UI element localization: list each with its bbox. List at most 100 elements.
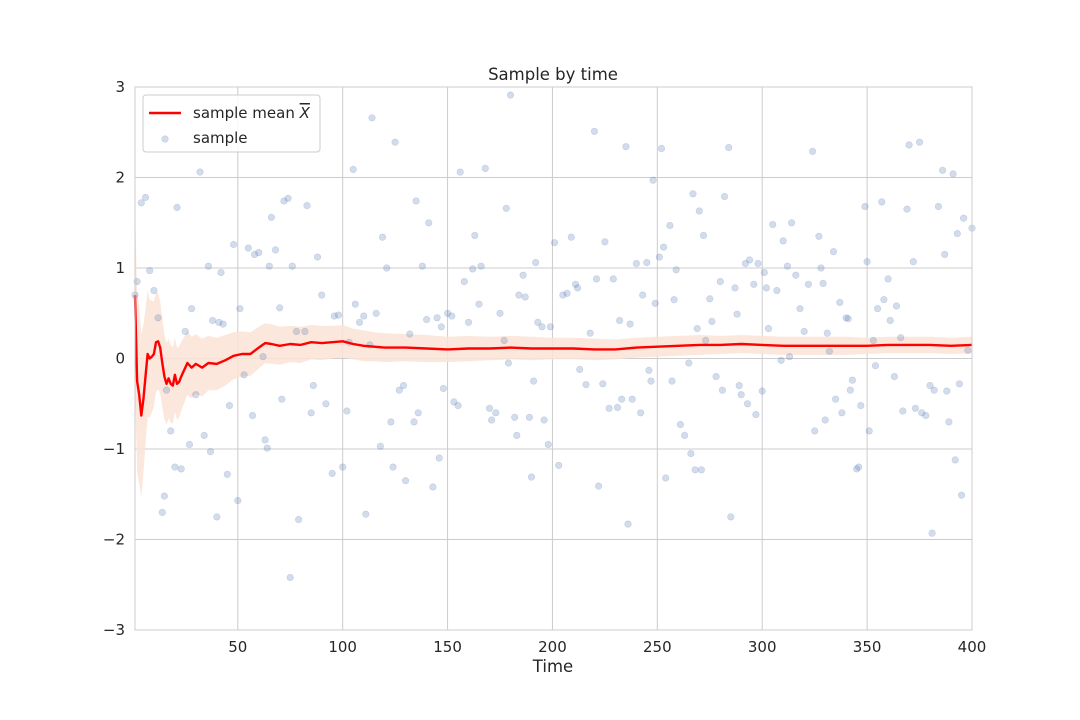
sample-point [618, 395, 626, 403]
sample-point [292, 327, 301, 336]
sample-point [934, 202, 943, 211]
legend-sample-label: sample [193, 129, 248, 147]
sample-point [402, 477, 410, 485]
sample-point [915, 138, 924, 146]
sample-point [146, 267, 154, 275]
sample-point [511, 413, 519, 421]
sample-point [158, 508, 166, 517]
sample-point [676, 421, 685, 429]
sample-point [469, 265, 477, 273]
sample-point [855, 463, 863, 471]
sample-point [718, 386, 727, 394]
sample-point [615, 316, 624, 325]
x-tick-label: 150 [433, 638, 462, 656]
sample-point [288, 262, 296, 270]
sample-point [928, 529, 936, 537]
sample-point [450, 398, 458, 406]
sample-point [930, 386, 938, 394]
sample-point [399, 382, 408, 390]
sample-point [492, 409, 500, 417]
sample-point [571, 280, 580, 288]
sample-point [391, 138, 399, 146]
sample-point [964, 346, 972, 355]
sample-point [362, 510, 370, 518]
legend-box [142, 94, 321, 153]
sample-point [815, 232, 823, 240]
sample-point [938, 166, 947, 174]
sample-point [567, 233, 575, 241]
sample-point [519, 271, 527, 279]
sample-point [475, 300, 483, 308]
sample-point [204, 262, 212, 270]
sample-point [865, 427, 873, 435]
sample-point [255, 249, 263, 257]
sample-point [716, 278, 724, 286]
sample-point [752, 411, 760, 419]
x-tick-label: 400 [958, 638, 987, 656]
sample-point [286, 573, 294, 582]
sample-point [769, 221, 777, 229]
sample-point [785, 353, 794, 361]
sample-point [215, 318, 223, 326]
sample-point [429, 483, 437, 491]
sample-point [741, 259, 750, 268]
sample-point [378, 233, 387, 241]
sample-point [529, 377, 538, 385]
sample-point [546, 323, 555, 331]
legend-mean-label: sample mean X [193, 104, 311, 122]
sample-point [601, 238, 609, 246]
sample-point [240, 371, 248, 379]
sample-point [387, 418, 395, 426]
sample-point [699, 231, 708, 239]
sample-point [383, 264, 391, 272]
sample-point [534, 318, 542, 326]
sample-point [735, 382, 743, 390]
sample-point [926, 382, 934, 390]
sample-point [880, 296, 888, 304]
legend-sample-swatch [161, 135, 169, 143]
sample-point [783, 262, 792, 270]
sample-point [852, 465, 861, 473]
sample-point [754, 259, 762, 268]
sample-point [244, 244, 252, 252]
sample-point [410, 418, 418, 426]
sample-point [271, 246, 280, 254]
sample-point [800, 327, 808, 336]
sample-point [423, 316, 431, 324]
sample-point [200, 431, 208, 440]
sample-point [230, 240, 238, 249]
sample-point [343, 407, 351, 415]
sample-point [817, 264, 825, 272]
y-tick-label: −2 [103, 531, 125, 549]
sample-point [586, 329, 594, 337]
sample-point [873, 305, 882, 313]
x-tick-label: 350 [853, 638, 882, 656]
sample-point [899, 407, 907, 415]
sample-point [787, 219, 796, 227]
sample-point [412, 197, 420, 205]
sample-point [500, 336, 508, 345]
sample-point [444, 309, 452, 317]
sample-point [594, 482, 603, 490]
sample-point [236, 305, 244, 313]
sample-point [695, 207, 703, 215]
sample-point [576, 365, 584, 374]
sample-point [248, 411, 257, 420]
sample-point [582, 381, 590, 389]
sample-point [181, 327, 189, 336]
plot-frame [134, 86, 973, 631]
sample-point [727, 513, 735, 521]
y-tick-label: −1 [103, 440, 125, 458]
x-tick-label: 50 [228, 638, 247, 656]
sample-point [693, 325, 701, 333]
sample-point [685, 359, 693, 367]
sample-point [464, 318, 473, 326]
sample-point [848, 376, 857, 384]
sample-point [599, 380, 607, 388]
sample-point [538, 323, 546, 331]
sample-point [733, 310, 741, 318]
sample-point [687, 449, 695, 458]
sample-point [284, 194, 292, 202]
sample-point [590, 127, 599, 135]
